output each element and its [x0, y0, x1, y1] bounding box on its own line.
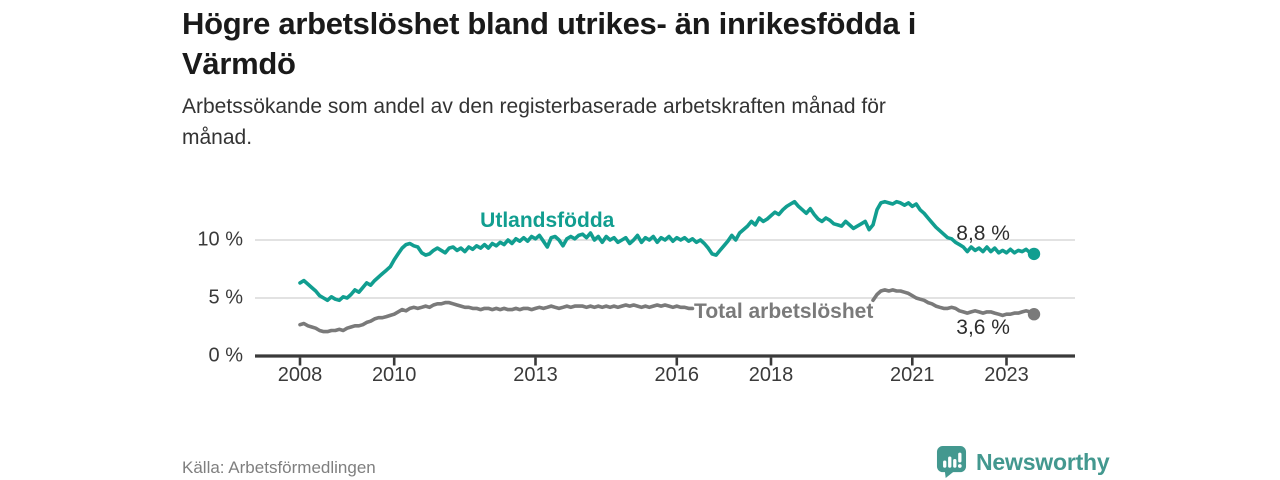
end-value-total-arbetsloshet: 3,6 % — [956, 316, 1010, 340]
x-tick-2021: 2021 — [890, 364, 935, 386]
x-tick-2018: 2018 — [748, 364, 794, 386]
chart-subtitle-line1: Arbetssökande som andel av den registerb… — [182, 95, 886, 118]
x-tick-2023: 2023 — [984, 364, 1029, 386]
x-tick-2010: 2010 — [371, 364, 417, 386]
series-label-utlandsfodda: Utlandsfödda — [480, 208, 615, 232]
source-attribution: Källa: Arbetsförmedlingen — [182, 458, 376, 477]
x-tick-2016: 2016 — [654, 364, 700, 386]
end-value-utlandsfodda: 8,8 % — [956, 221, 1010, 245]
y-tick-0pct: 0 % — [208, 344, 243, 367]
y-tick-10pct: 10 % — [197, 228, 243, 251]
x-tick-2013: 2013 — [513, 364, 558, 386]
series-label-total-arbetsloshet: Total arbetslöshet — [694, 299, 874, 323]
x-tick-2008: 2008 — [277, 364, 323, 386]
newsworthy-logo[interactable]: Newsworthy — [936, 445, 1110, 479]
newsworthy-speech-bubble-bar-chart-icon — [936, 446, 967, 478]
chart-title-line2: Värmdö — [182, 46, 296, 81]
chart-title-line1: Högre arbetslöshet bland utrikes- än inr… — [182, 6, 917, 41]
y-tick-5pct: 5 % — [208, 286, 243, 309]
chart-subtitle-line2: månad. — [182, 126, 253, 149]
chart-subtitle: Arbetssökande som andel av den registerb… — [182, 91, 886, 153]
chart-title: Högre arbetslöshet bland utrikes- än inr… — [182, 4, 916, 84]
newsworthy-wordmark: Newsworthy — [976, 448, 1110, 475]
